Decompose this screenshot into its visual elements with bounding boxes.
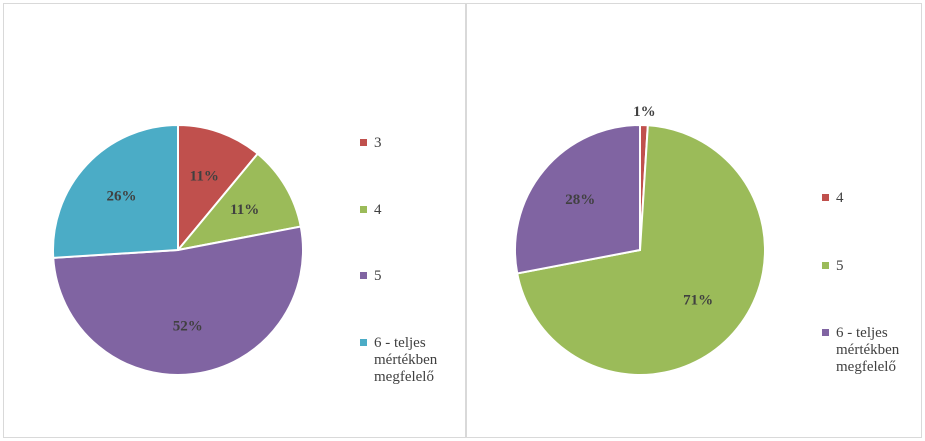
data-label: 11% <box>190 169 219 185</box>
legend-item: 6 - teljes mértékben megfelelő <box>360 335 469 386</box>
data-label: 71% <box>683 293 713 309</box>
pie-slice <box>52 123 179 259</box>
legend-item: 6 - teljes mértékben megfelelő <box>822 325 925 376</box>
legend-item: 4 <box>360 202 469 219</box>
pie-slice <box>177 123 260 253</box>
data-label: 52% <box>173 318 203 334</box>
data-label: 26% <box>107 188 137 204</box>
pie-slice <box>516 124 766 376</box>
legend-label: 5 <box>374 268 382 284</box>
legend-swatch <box>360 139 367 146</box>
pie-slice <box>175 152 302 252</box>
frame <box>3 3 922 438</box>
pie-slice <box>52 225 304 376</box>
legend-swatch <box>822 262 829 269</box>
legend-label: 4 <box>374 202 382 218</box>
legend-item: 3 <box>360 135 469 152</box>
legend-label: 6 - teljes mértékben megfelelő <box>836 325 900 375</box>
legend-item: 4 <box>822 190 925 207</box>
legend-item: 5 <box>822 258 925 275</box>
legend-swatch <box>360 339 367 346</box>
legend-label: 3 <box>374 135 382 151</box>
legend-label: 5 <box>836 258 844 274</box>
legend-label: 6 - teljes mértékben megfelelő <box>374 335 438 385</box>
data-label: 28% <box>565 192 595 208</box>
legend-swatch <box>360 206 367 213</box>
data-label: 1% <box>633 104 656 120</box>
pie-slice <box>514 123 641 275</box>
legend-label: 4 <box>836 190 844 206</box>
legend-item: 5 <box>360 268 469 285</box>
data-label: 11% <box>230 202 259 218</box>
legend-swatch <box>822 329 829 336</box>
legend-swatch <box>360 272 367 279</box>
legend-swatch <box>822 194 829 201</box>
